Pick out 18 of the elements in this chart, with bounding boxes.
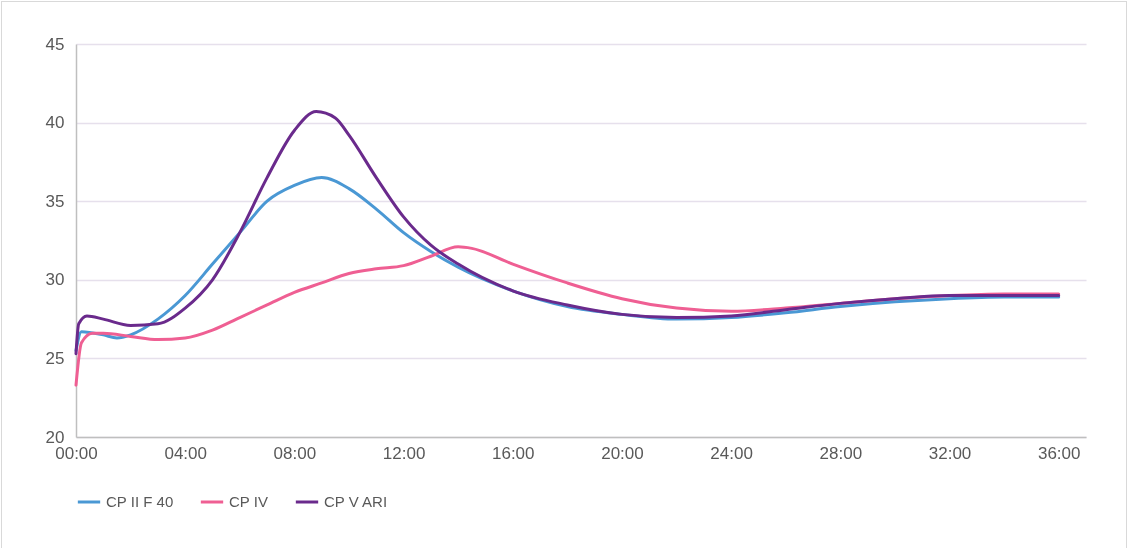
x-tick-label: 12:00 [382, 443, 426, 463]
line-series [74, 110, 1061, 356]
x-tick-label: 08:00 [273, 443, 317, 463]
legend-label: CP II F 40 [106, 493, 174, 510]
y-tick-label: 30 [45, 270, 65, 290]
legend-label: CP V ARI [324, 493, 388, 510]
x-tick-label: 16:00 [491, 443, 535, 463]
x-tick-label: 04:00 [164, 443, 207, 463]
y-tick-label: 40 [45, 113, 65, 133]
y-tick-label: 25 [45, 348, 65, 368]
x-tick-label: 28:00 [819, 443, 863, 463]
x-tick-label: 36:00 [1037, 443, 1081, 463]
x-tick-label: 20:00 [601, 443, 644, 463]
x-tick-label: 24:00 [710, 443, 753, 463]
legend-label: CP IV [229, 493, 268, 510]
y-tick-label: 35 [45, 191, 65, 211]
y-tick-label: 45 [45, 34, 65, 54]
x-tick-label: 32:00 [928, 443, 972, 463]
